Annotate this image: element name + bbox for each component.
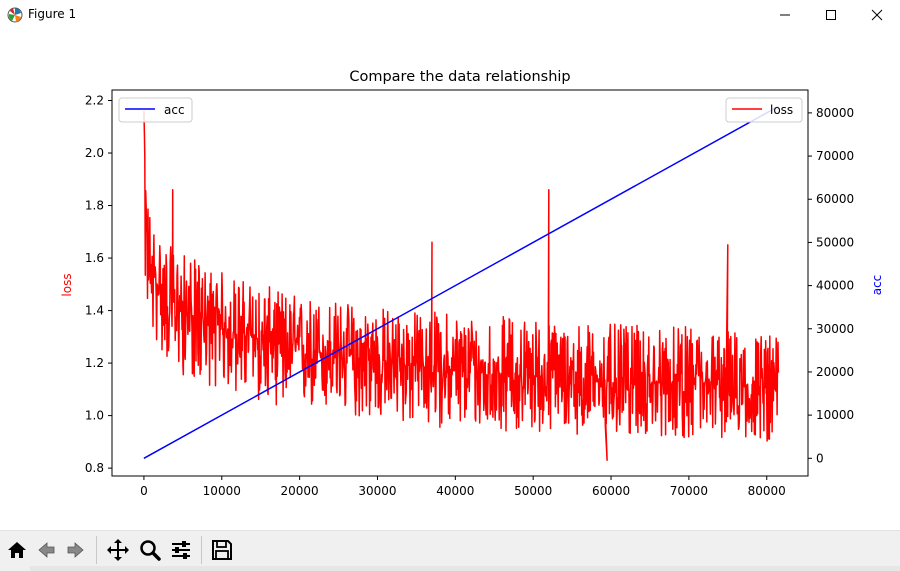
- y-axis-right-label: acc: [870, 275, 884, 296]
- configure-subplots-button[interactable]: [167, 536, 195, 564]
- legend-loss-label: loss: [770, 103, 793, 117]
- floppy-disk-icon: [212, 540, 232, 560]
- sliders-icon: [172, 541, 190, 559]
- y-right-tick-label: 30000: [816, 322, 854, 336]
- x-tick-label: 0: [140, 484, 148, 498]
- legend-acc: acc: [118, 97, 193, 123]
- status-bar: [30, 566, 900, 571]
- x-tick-label: 80000: [748, 484, 786, 498]
- y-right-tick-label: 10000: [816, 408, 854, 422]
- acc-line: [143, 105, 779, 459]
- y-right-tick-label: 70000: [816, 149, 854, 163]
- y-left-tick-label: 2.0: [85, 146, 104, 160]
- x-tick-label: 70000: [670, 484, 708, 498]
- y-right-tick-label: 80000: [816, 106, 854, 120]
- x-tick-label: 60000: [592, 484, 630, 498]
- forward-arrow-icon: [67, 542, 84, 558]
- chart-title: Compare the data relationship: [349, 69, 570, 85]
- y-left-tick-label: 2.2: [85, 94, 104, 108]
- home-button[interactable]: [3, 536, 31, 564]
- x-tick-label: 50000: [514, 484, 552, 498]
- y-left-tick-label: 1.2: [85, 356, 104, 370]
- figure-canvas[interactable]: 0 10000 20000 30000 40000 50000 60000 70000 8000…: [0, 30, 900, 530]
- maximize-button[interactable]: [808, 0, 854, 30]
- pan-button[interactable]: [104, 536, 132, 564]
- legend-acc-label: acc: [164, 103, 185, 117]
- x-tick-label: 30000: [358, 484, 396, 498]
- y-left-tick-label: 1.0: [85, 409, 104, 423]
- y-right-tick-label: 50000: [816, 235, 854, 249]
- plot-area: [143, 105, 780, 461]
- chart-svg[interactable]: 0 10000 20000 30000 40000 50000 60000 70000 8000…: [0, 30, 900, 530]
- back-arrow-icon: [38, 542, 55, 558]
- matplotlib-icon: [7, 7, 23, 23]
- save-button[interactable]: [208, 536, 236, 564]
- magnifier-icon: [140, 540, 161, 561]
- y-right-tick-label: 0: [816, 451, 824, 465]
- y-right-tick-label: 40000: [816, 279, 854, 293]
- toolbar-separator: [201, 536, 202, 564]
- forward-button[interactable]: [62, 536, 90, 564]
- window-title: Figure 1: [28, 7, 77, 21]
- y-right-tick-label: 20000: [816, 365, 854, 379]
- x-tick-label: 40000: [436, 484, 474, 498]
- move-icon: [107, 539, 129, 561]
- y-left-tick-label: 1.6: [85, 251, 104, 265]
- x-tick-label: 20000: [281, 484, 319, 498]
- toolbar-separator: [96, 536, 97, 564]
- close-icon: [871, 9, 883, 21]
- title-bar[interactable]: Figure 1: [0, 0, 900, 30]
- y-right-tick-label: 60000: [816, 192, 854, 206]
- back-button[interactable]: [32, 536, 60, 564]
- axes-frame: [111, 89, 809, 477]
- series-group: [143, 105, 780, 461]
- home-icon: [8, 542, 26, 558]
- zoom-button[interactable]: [136, 536, 164, 564]
- y-left-tick-label: 0.8: [85, 461, 104, 475]
- minimize-button[interactable]: [762, 0, 808, 30]
- y-axis-left-label: loss: [60, 273, 74, 296]
- y-left-tick-label: 1.4: [85, 304, 104, 318]
- axes: 0 10000 20000 30000 40000 50000 60000 70000 8000…: [85, 89, 854, 498]
- legend-loss: loss: [725, 97, 803, 123]
- close-button[interactable]: [854, 0, 900, 30]
- x-tick-label: 10000: [203, 484, 241, 498]
- maximize-icon: [826, 10, 836, 20]
- navigation-toolbar: [0, 530, 900, 571]
- loss-line: [143, 110, 780, 461]
- y-left-tick-label: 1.8: [85, 199, 104, 213]
- minimize-icon: [780, 14, 790, 16]
